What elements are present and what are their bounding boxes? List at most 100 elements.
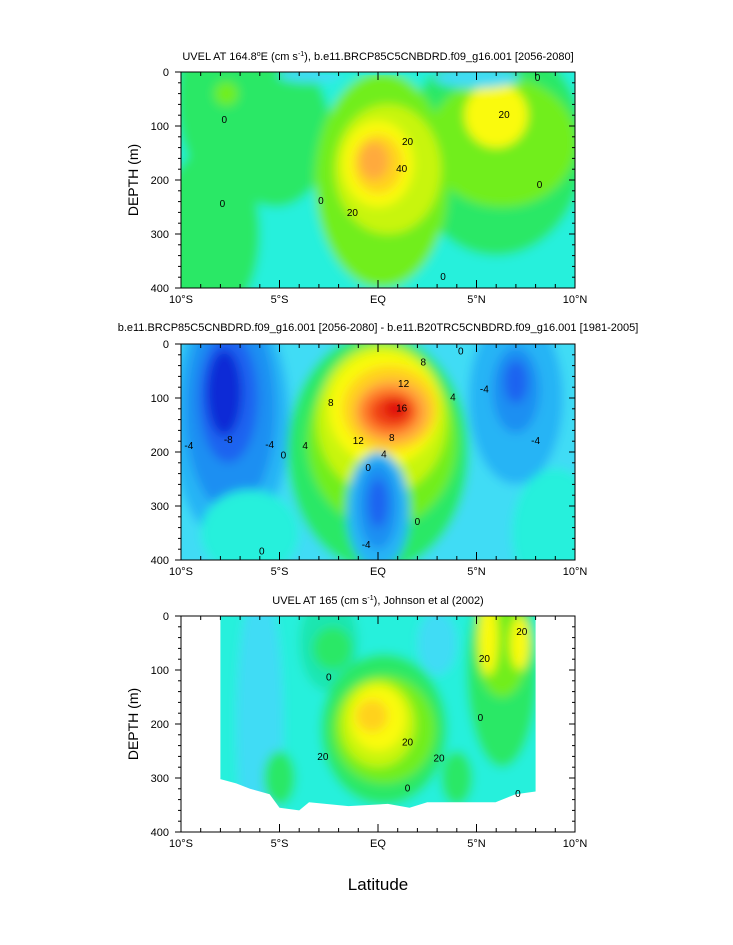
x-tick-label: 10°N [563,838,588,850]
contour-region [359,142,389,181]
contour-label: 8 [389,433,395,444]
contour-region [433,72,520,89]
contour-label: 20 [402,137,414,148]
x-tick-label: 5°N [467,294,486,306]
y-tick-label: 300 [151,229,169,241]
contour-label: -4 [265,440,274,451]
contour-region [464,82,528,148]
x-tick-label: 5°S [271,294,289,306]
y-tick-label: 100 [151,393,169,405]
y-tick-label: 400 [151,283,169,295]
panel-3-title: UVEL AT 165 (cm s-1), Johnson et al (200… [272,595,483,607]
contour-region [511,468,575,560]
contour-label: 4 [381,449,387,460]
panel-1-title: UVEL AT 164.8oE (cm s-1), b.e11.BRCP85C5… [182,51,573,63]
panel-3: UVEL AT 165 (cm s-1), Johnson et al (200… [125,595,588,894]
contour-region [509,616,530,670]
x-tick-label: EQ [370,838,386,850]
panel-1-plot-area: 0 0 0 0 0 0 20 40 20 20 10°S 5°S EQ 5°N 10°N 0 100 200 300… [151,67,588,306]
y-tick-label: 0 [163,339,169,351]
contour-region [383,399,408,419]
contour-region [236,616,284,811]
contour-region [220,72,331,207]
contour-label: 8 [421,358,427,369]
contour-region [356,699,388,733]
contour-label: 12 [353,436,365,447]
panel-2: b.e11.BRCP85C5CNBDRD.f09_g16.001 [2056-2… [118,322,639,578]
y-tick-label: 0 [163,611,169,623]
y-tick-label: 300 [151,773,169,785]
y-tick-label: 200 [151,719,169,731]
contour-label: 20 [434,754,446,765]
y-tick-label: 100 [151,665,169,677]
panel-3-contour-fill [220,616,536,811]
contour-label: 0 [259,547,265,558]
contour-label: -4 [480,385,489,396]
x-tick-label: EQ [370,294,386,306]
contour-label: 0 [535,73,541,84]
contour-label: -4 [362,540,371,551]
contour-label: 8 [328,398,334,409]
contour-label: -8 [224,435,233,446]
contour-label: 20 [347,208,359,219]
y-tick-label: 300 [151,501,169,513]
contour-region [206,349,243,436]
y-tick-label: 0 [163,67,169,79]
y-tick-label: 200 [151,175,169,187]
contour-label: 20 [402,738,414,749]
x-tick-label: 10°S [169,838,193,850]
x-tick-label: EQ [370,566,386,578]
contour-label: 0 [281,450,287,461]
x-tick-label: 5°S [271,838,289,850]
y-tick-label: 100 [151,121,169,133]
contour-region [312,626,353,671]
contour-label: 40 [396,164,408,175]
y-tick-label: 200 [151,447,169,459]
x-tick-label: 5°N [467,566,486,578]
contour-label: 20 [499,110,511,121]
contour-region [504,360,528,404]
x-axis-label: Latitude [348,875,409,894]
panel-1-ylabel: DEPTH (m) [125,144,141,216]
contour-region [441,751,473,805]
contour-label: 0 [405,783,411,794]
contour-label: 4 [302,441,308,452]
x-tick-label: 10°N [563,294,588,306]
contour-region [200,489,300,560]
contour-region [263,751,296,805]
contour-label: 0 [326,673,332,684]
contour-label: 20 [317,752,329,763]
x-tick-label: 10°S [169,566,193,578]
contour-label: 0 [537,180,543,191]
contour-label: 0 [478,713,484,724]
panel-3-ylabel: DEPTH (m) [125,688,141,760]
x-tick-label: 5°N [467,838,486,850]
contour-region [478,616,499,676]
contour-label: -4 [531,436,540,447]
panel-1: UVEL AT 164.8oE (cm s-1), b.e11.BRCP85C5… [125,51,588,306]
contour-label: 16 [396,403,408,414]
contour-label: 0 [222,115,228,126]
panel-2-title: b.e11.BRCP85C5CNBDRD.f09_g16.001 [2056-2… [118,322,639,334]
contour-label: 12 [398,379,410,390]
x-tick-label: 10°S [169,294,193,306]
contour-label: 20 [479,654,491,665]
panel-1-contour-fill [181,72,575,288]
y-tick-label: 400 [151,555,169,567]
panel-2-contour-fill [181,344,575,560]
contour-label: 20 [516,627,528,638]
contour-label: 0 [415,517,421,528]
contour-label: 0 [515,789,521,800]
contour-label: 0 [220,199,226,210]
contour-label: -4 [184,441,193,452]
contour-region [368,479,388,528]
x-tick-label: 10°N [563,566,588,578]
contour-region [417,616,457,676]
contour-label: 0 [458,347,464,358]
contour-label: 0 [440,272,446,283]
contour-label: 0 [365,463,371,474]
y-tick-label: 400 [151,827,169,839]
x-tick-label: 5°S [271,566,289,578]
